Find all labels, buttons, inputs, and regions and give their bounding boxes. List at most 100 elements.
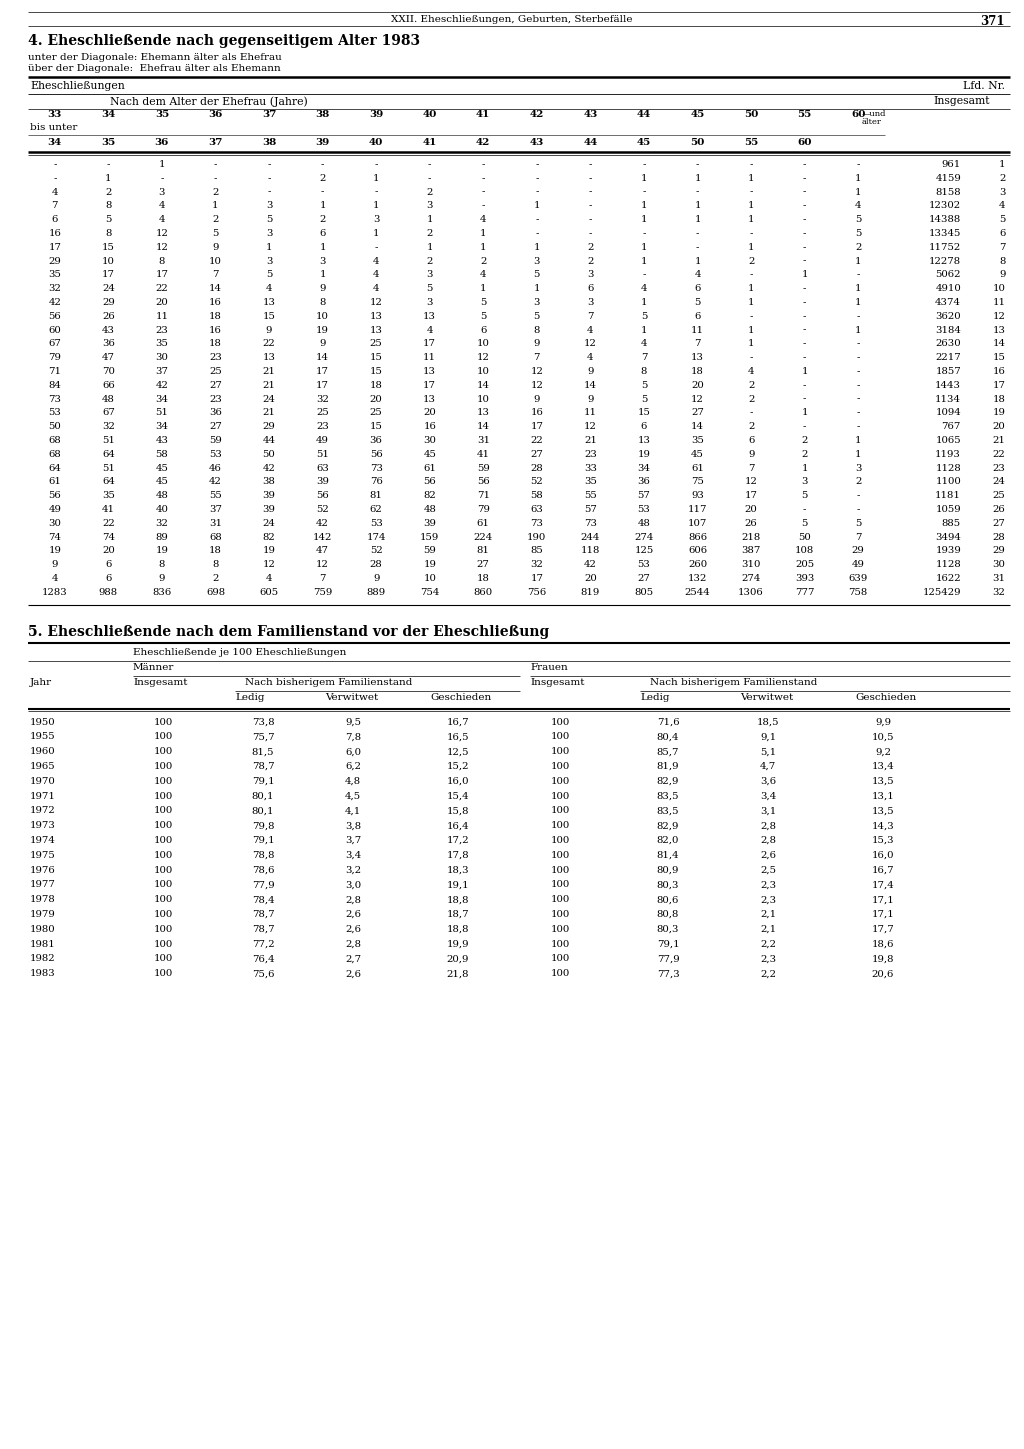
- Text: 77,9: 77,9: [252, 881, 274, 890]
- Text: 1: 1: [855, 256, 861, 265]
- Text: XXII. Eheschließungen, Geburten, Sterbefälle: XXII. Eheschließungen, Geburten, Sterbef…: [391, 14, 633, 25]
- Text: 756: 756: [527, 588, 547, 597]
- Text: 2,8: 2,8: [345, 939, 361, 949]
- Text: 78,4: 78,4: [252, 895, 274, 904]
- Text: 45: 45: [691, 449, 703, 459]
- Text: 25: 25: [209, 367, 222, 375]
- Text: 19: 19: [638, 449, 650, 459]
- Text: 3: 3: [426, 271, 433, 280]
- Text: 82,9: 82,9: [656, 822, 679, 830]
- Text: 34: 34: [48, 138, 61, 146]
- Text: 10: 10: [477, 339, 489, 348]
- Text: 11: 11: [992, 298, 1006, 307]
- Text: 9,2: 9,2: [874, 748, 891, 756]
- Text: 224: 224: [474, 533, 493, 542]
- Text: 13: 13: [262, 354, 275, 362]
- Text: 100: 100: [550, 969, 569, 978]
- Text: 23: 23: [209, 394, 222, 404]
- Text: 75,6: 75,6: [252, 969, 274, 978]
- Text: 14388: 14388: [929, 216, 961, 225]
- Text: -: -: [642, 229, 646, 238]
- Text: 38: 38: [262, 477, 275, 487]
- Text: Geschieden: Geschieden: [855, 693, 916, 701]
- Text: -: -: [428, 159, 431, 170]
- Text: 28: 28: [530, 464, 543, 472]
- Text: -: -: [803, 298, 806, 307]
- Text: 698: 698: [206, 588, 225, 597]
- Text: 1622: 1622: [935, 574, 961, 582]
- Text: 2,8: 2,8: [760, 836, 776, 845]
- Text: -: -: [696, 187, 699, 197]
- Text: 100: 100: [154, 969, 173, 978]
- Text: 17: 17: [156, 271, 168, 280]
- Text: 30: 30: [156, 354, 168, 362]
- Text: 62: 62: [370, 506, 383, 514]
- Text: 7: 7: [748, 464, 755, 472]
- Text: 8: 8: [159, 256, 165, 265]
- Text: 1979: 1979: [30, 910, 55, 919]
- Text: 17: 17: [316, 367, 329, 375]
- Text: 80,1: 80,1: [252, 791, 274, 801]
- Text: 2,1: 2,1: [760, 924, 776, 933]
- Text: 82: 82: [423, 491, 436, 500]
- Text: 42: 42: [584, 561, 597, 569]
- Text: -: -: [642, 159, 646, 170]
- Text: 81,5: 81,5: [252, 748, 274, 756]
- Text: -: -: [803, 506, 806, 514]
- Text: 13,5: 13,5: [871, 807, 894, 816]
- Text: 819: 819: [581, 588, 600, 597]
- Text: -: -: [481, 201, 485, 210]
- Text: 3: 3: [266, 229, 272, 238]
- Text: -: -: [803, 422, 806, 432]
- Text: 34: 34: [156, 394, 168, 404]
- Text: 20: 20: [156, 298, 168, 307]
- Text: 1974: 1974: [30, 836, 56, 845]
- Text: 4,7: 4,7: [760, 762, 776, 771]
- Text: 100: 100: [154, 895, 173, 904]
- Text: -: -: [803, 256, 806, 265]
- Text: 43: 43: [529, 138, 544, 146]
- Text: 22: 22: [992, 449, 1006, 459]
- Text: 142: 142: [313, 533, 332, 542]
- Text: 18: 18: [209, 339, 222, 348]
- Text: 85: 85: [530, 546, 543, 555]
- Text: 961: 961: [942, 159, 961, 170]
- Text: 31: 31: [477, 436, 489, 445]
- Text: 35: 35: [584, 477, 597, 487]
- Text: 13345: 13345: [929, 229, 961, 238]
- Text: 41: 41: [423, 138, 437, 146]
- Text: 1: 1: [748, 298, 755, 307]
- Text: 12: 12: [156, 229, 168, 238]
- Text: 59: 59: [477, 464, 489, 472]
- Text: 759: 759: [313, 588, 332, 597]
- Text: -: -: [856, 339, 860, 348]
- Text: 8158: 8158: [935, 187, 961, 197]
- Text: 9: 9: [748, 449, 755, 459]
- Text: 1065: 1065: [935, 436, 961, 445]
- Text: 889: 889: [367, 588, 386, 597]
- Text: 2,6: 2,6: [345, 924, 361, 933]
- Text: 860: 860: [474, 588, 493, 597]
- Text: 387: 387: [741, 546, 761, 555]
- Text: 15: 15: [102, 243, 115, 252]
- Text: Ledig: Ledig: [640, 693, 670, 701]
- Text: 82,9: 82,9: [656, 777, 679, 785]
- Text: 30: 30: [423, 436, 436, 445]
- Text: 28: 28: [370, 561, 383, 569]
- Text: 79,1: 79,1: [252, 836, 274, 845]
- Text: -: -: [214, 174, 217, 183]
- Text: 48: 48: [156, 491, 168, 500]
- Text: 23: 23: [156, 326, 168, 335]
- Text: 1: 1: [694, 201, 700, 210]
- Text: 12: 12: [477, 354, 489, 362]
- Text: 4: 4: [373, 284, 380, 293]
- Text: 12: 12: [992, 312, 1006, 320]
- Text: 80,6: 80,6: [656, 895, 679, 904]
- Text: 16,0: 16,0: [446, 777, 469, 785]
- Text: 1: 1: [105, 174, 112, 183]
- Text: -: -: [856, 394, 860, 404]
- Text: 55: 55: [744, 138, 758, 146]
- Text: 5: 5: [855, 216, 861, 225]
- Text: 125429: 125429: [923, 588, 961, 597]
- Text: 35: 35: [101, 138, 116, 146]
